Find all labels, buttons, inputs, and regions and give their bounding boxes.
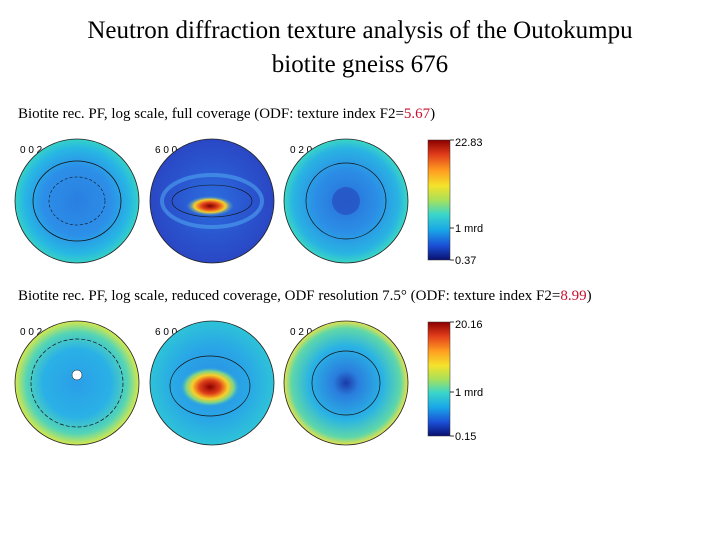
pole-figure-border [14, 138, 140, 264]
caption-full-suffix: ) [430, 106, 436, 122]
pole-figure-border [14, 320, 140, 446]
pole-figure-border [149, 138, 275, 264]
title-line-2: biotite gneiss 676 [271, 51, 449, 78]
contour-line [48, 176, 106, 226]
contour-line [169, 355, 251, 417]
pole-figure-020-reduced [284, 321, 408, 445]
color-scale-bar-reduced [427, 321, 451, 437]
contour-line [30, 338, 124, 428]
pf-label-020-reduced: 0 2 0 [290, 327, 313, 338]
caption-reduced-prefix: Biotite rec. PF, log scale, reduced cove… [18, 288, 561, 304]
pf-label-600: 6 0 0 [155, 145, 178, 156]
caption-reduced-suffix: ) [586, 288, 592, 304]
pf-label-600-reduced: 6 0 0 [155, 327, 178, 338]
caption-reduced-coverage: Biotite rec. PF, log scale, reduced cove… [18, 288, 592, 305]
girdle-band [160, 173, 264, 229]
contour-line [171, 184, 253, 218]
f2-value-reduced: 8.99 [560, 288, 587, 304]
pole-figure-border [283, 138, 409, 264]
pole-figure-border [283, 320, 409, 446]
maximum-region [186, 196, 234, 216]
pole-figure-002-reduced [15, 321, 139, 445]
scale-min-label: 0.37 [455, 255, 476, 267]
pole-figure-border [149, 320, 275, 446]
contour-line [32, 160, 122, 242]
contour-line [305, 162, 387, 240]
pf-label-020: 0 2 0 [290, 145, 313, 156]
color-scale-bar [427, 139, 451, 261]
maximum-region [180, 367, 240, 407]
caption-full-prefix: Biotite rec. PF, log scale, full coverag… [18, 106, 404, 122]
scale-max-label-reduced: 20.16 [455, 319, 483, 331]
pf-label-002-reduced: 0 0 2 [20, 327, 43, 338]
central-minimum [71, 369, 83, 381]
pole-figure-panel-full: 0 0 2 6 0 0 0 2 0 22.83 1 mrd 0.37 [14, 137, 483, 267]
scale-max-label: 22.83 [455, 137, 483, 149]
slide-title: Neutron diffraction texture analysis of … [0, 14, 720, 82]
caption-full-coverage: Biotite rec. PF, log scale, full coverag… [18, 106, 435, 123]
minimum-region [332, 187, 360, 215]
f2-value-full: 5.67 [403, 106, 431, 122]
pole-figure-002 [15, 139, 139, 263]
scale-mid-label-reduced: 1 mrd [455, 387, 483, 399]
scale-min-label-reduced: 0.15 [455, 431, 476, 443]
contour-line [311, 350, 381, 416]
pole-figure-panel-reduced: 0 0 2 6 0 0 0 2 0 20.16 1 mrd 0.15 [14, 319, 483, 446]
scale-mid-label: 1 mrd [455, 223, 483, 235]
title-line-1: Neutron diffraction texture analysis of … [87, 17, 633, 44]
pf-label-002: 0 0 2 [20, 145, 43, 156]
